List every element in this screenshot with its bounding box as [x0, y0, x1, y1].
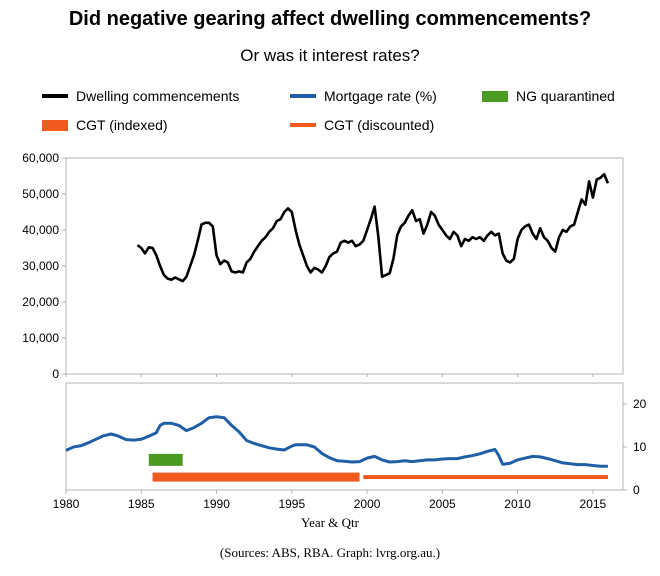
chart-subtitle: Or was it interest rates?: [240, 46, 420, 65]
legend-swatch: [290, 94, 316, 98]
legend-item-mortgage-rate: Mortgage rate (%): [290, 88, 437, 104]
y2-tick-label: 0: [633, 483, 640, 497]
legend-label: Mortgage rate (%): [324, 88, 437, 104]
legend-swatch: [482, 90, 508, 102]
legend-label: CGT (indexed): [76, 117, 168, 133]
legend-swatch: [290, 123, 316, 127]
legend-label: Dwelling commencements: [76, 88, 240, 104]
y2-tick-label: 20: [633, 397, 647, 411]
legend-swatch: [42, 119, 68, 131]
legend-item-cgt-indexed: CGT (indexed): [42, 117, 168, 133]
x-tick-label: 1995: [278, 497, 305, 511]
y-tick-label: 40,000: [22, 223, 59, 237]
legend-label: CGT (discounted): [324, 117, 435, 133]
y-tick-label: 30,000: [22, 259, 59, 273]
top-panel-frame: [65, 157, 624, 375]
y-tick-label: 60,000: [22, 151, 59, 165]
x-tick-label: 2015: [580, 497, 607, 511]
series-line-dwelling-commencements: [136, 172, 610, 283]
x-axis-label: Year & Qtr: [301, 515, 359, 530]
x-tick-label: 2005: [429, 497, 456, 511]
x-tick-label: 1990: [203, 497, 230, 511]
period-bar-cgt-discounted: [363, 475, 608, 480]
legend-label: NG quarantined: [516, 88, 615, 104]
series-line-mortgage-rate: [65, 415, 608, 468]
y-tick-label: 0: [52, 367, 59, 381]
legend-item-cgt-discounted: CGT (discounted): [290, 117, 434, 133]
period-bar-ng-quarantined: [148, 453, 183, 466]
x-tick-label: 1980: [53, 497, 80, 511]
source-note: (Sources: ABS, RBA. Graph: lvrg.org.au.): [219, 545, 441, 560]
legend-swatch: [42, 94, 68, 98]
y-tick-label: 20,000: [22, 295, 59, 309]
x-tick-label: 2000: [354, 497, 381, 511]
period-bar-cgt-indexed: [152, 472, 360, 482]
x-tick-label: 2010: [504, 497, 531, 511]
x-tick-label: 1985: [128, 497, 155, 511]
bottom-panel-frame: [65, 382, 624, 491]
y-tick-label: 50,000: [22, 187, 59, 201]
y2-tick-label: 10: [633, 440, 647, 454]
legend-item-dwelling-commencements: Dwelling commencements: [42, 88, 239, 104]
y-tick-label: 10,000: [22, 331, 59, 345]
chart-title: Did negative gearing affect dwelling com…: [68, 8, 592, 30]
legend-item-ng-quarantined: NG quarantined: [482, 88, 615, 104]
